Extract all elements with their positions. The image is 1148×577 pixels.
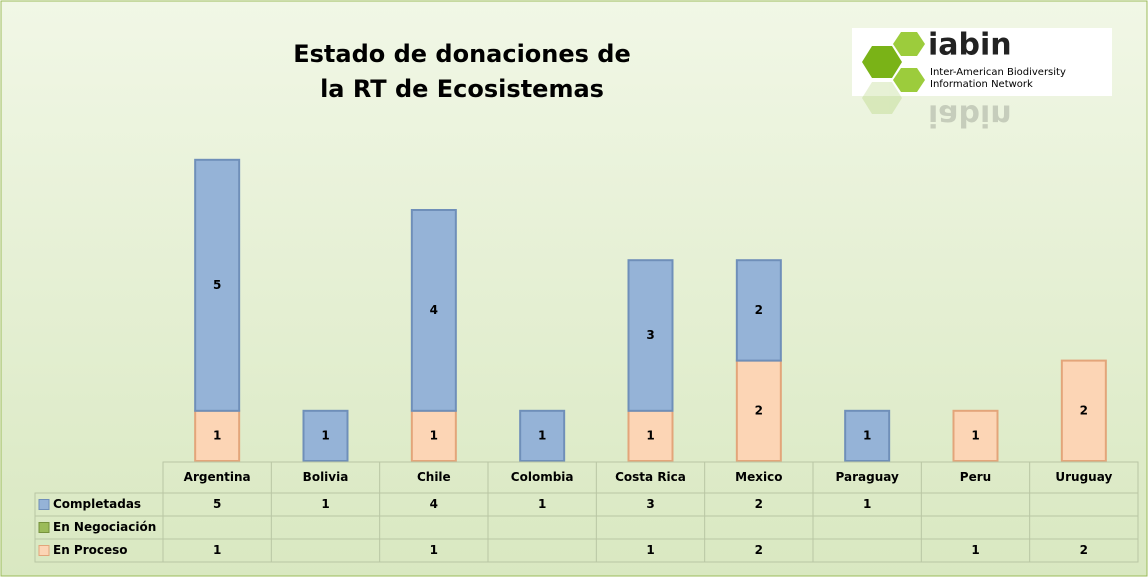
table-value: 2 — [1080, 543, 1088, 557]
x-tick-label: Paraguay — [836, 470, 899, 484]
x-tick-label: Uruguay — [1055, 470, 1112, 484]
x-tick-label: Peru — [960, 470, 991, 484]
x-tick-label: Argentina — [184, 470, 251, 484]
x-tick-label: Chile — [417, 470, 451, 484]
data-label: 2 — [1080, 403, 1088, 417]
data-label: 1 — [430, 428, 438, 442]
x-tick-label: Colombia — [511, 470, 574, 484]
chart-title: Estado de donaciones de — [293, 40, 631, 68]
table-value: 2 — [755, 497, 763, 511]
data-label: 2 — [755, 403, 763, 417]
legend-label: En Proceso — [53, 543, 128, 557]
table-value: 1 — [863, 497, 871, 511]
bar-segment — [519, 409, 566, 462]
table-value: 1 — [646, 543, 654, 557]
table-value: 1 — [321, 497, 329, 511]
bar-segment — [844, 409, 891, 462]
table-value: 1 — [430, 543, 438, 557]
data-label: 2 — [755, 303, 763, 317]
logo-name: iabin — [928, 28, 1012, 63]
data-label: 1 — [971, 428, 979, 442]
data-label: 1 — [213, 428, 221, 442]
bar-segment — [194, 158, 241, 412]
logo-hex — [862, 46, 902, 78]
bar-segment — [410, 209, 457, 412]
data-label: 1 — [646, 428, 654, 442]
data-label: 1 — [538, 428, 546, 442]
table-value: 1 — [971, 543, 979, 557]
logo-line: Information Network — [930, 79, 1033, 90]
x-tick-label: Mexico — [735, 470, 782, 484]
table-value: 4 — [430, 497, 438, 511]
bar-segment — [952, 409, 999, 462]
table-value: 5 — [213, 497, 221, 511]
bar-segment — [1060, 359, 1107, 463]
chart-title: la RT de Ecosistemas — [320, 75, 604, 103]
x-tick-label: Bolivia — [303, 470, 349, 484]
table-value: 3 — [646, 497, 654, 511]
table-value: 2 — [755, 543, 763, 557]
bar-segment — [735, 359, 782, 463]
data-label: 1 — [863, 428, 871, 442]
data-label: 5 — [213, 278, 221, 292]
bar-segment — [735, 259, 782, 362]
logo-hex — [893, 68, 925, 92]
bar-segment — [627, 259, 674, 412]
legend-label: En Negociación — [53, 520, 156, 534]
x-tick-label: Costa Rica — [615, 470, 686, 484]
legend-key — [38, 522, 50, 533]
logo-reflection — [862, 82, 902, 114]
bar-segment — [302, 409, 349, 462]
logo-hex — [893, 32, 925, 56]
data-label: 3 — [646, 328, 654, 342]
legend-key — [38, 545, 50, 556]
table-value: 1 — [213, 543, 221, 557]
bar-segment — [410, 409, 457, 462]
logo-reflection: iabin — [928, 98, 1012, 133]
logo: iabin Inter-American Biodiversity Inform… — [852, 28, 1112, 133]
legend-key — [38, 499, 50, 510]
data-label: 1 — [321, 428, 329, 442]
table-value: 1 — [538, 497, 546, 511]
logo-line: Inter-American Biodiversity — [930, 67, 1066, 78]
data-label: 4 — [430, 303, 438, 317]
legend-label: Completadas — [53, 497, 141, 511]
